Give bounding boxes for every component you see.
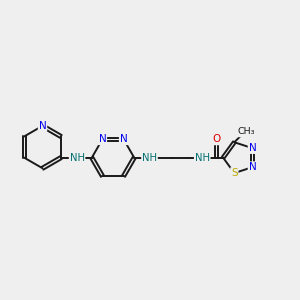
Text: N: N	[248, 143, 256, 153]
Text: N: N	[98, 134, 106, 144]
Text: NH: NH	[195, 153, 210, 163]
Text: CH₃: CH₃	[237, 128, 255, 136]
Text: N: N	[120, 134, 128, 144]
Text: NH: NH	[70, 153, 85, 163]
Text: O: O	[212, 134, 220, 144]
Text: N: N	[248, 162, 256, 172]
Text: NH: NH	[142, 153, 157, 163]
Text: S: S	[231, 168, 238, 178]
Text: N: N	[39, 121, 46, 131]
